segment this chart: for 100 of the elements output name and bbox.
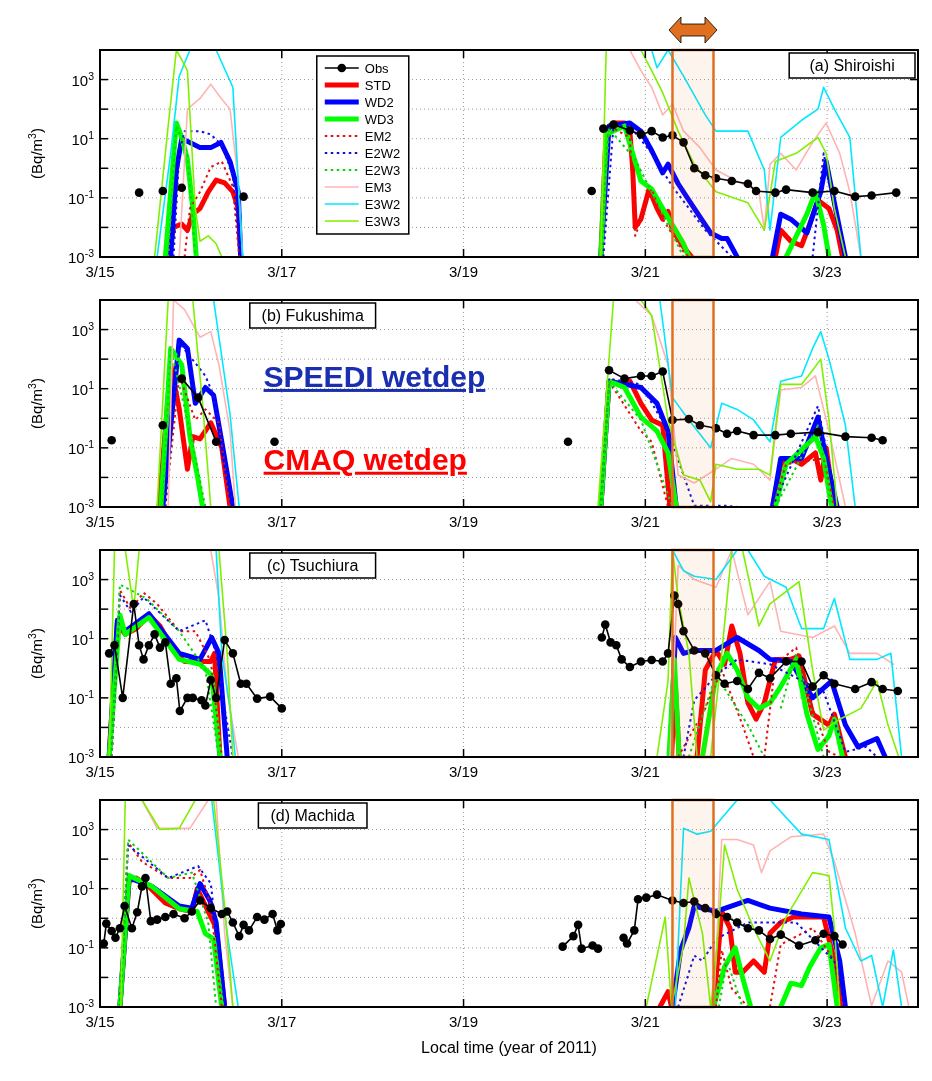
y-tick-label: 10$^{-3}$ <box>67 497 95 516</box>
point <box>577 944 586 953</box>
point <box>711 173 721 183</box>
point <box>177 374 187 383</box>
y-tick-label: 10$^{-1}$ <box>67 187 95 207</box>
point <box>107 436 116 445</box>
point <box>244 926 254 935</box>
point <box>841 432 850 441</box>
point <box>878 436 887 445</box>
point <box>609 120 618 129</box>
point <box>636 657 646 666</box>
point <box>569 931 578 941</box>
point <box>180 913 189 923</box>
y-tick-label: 10$^{-1}$ <box>67 937 95 957</box>
point <box>679 138 688 147</box>
chart-title: (b) Fukushima <box>261 307 364 324</box>
point <box>776 930 786 939</box>
point <box>265 692 275 701</box>
x-tick-label: 3/17 <box>267 513 297 530</box>
point <box>658 657 667 666</box>
x-tick-label: 3/23 <box>812 1013 842 1030</box>
point <box>701 903 710 913</box>
point <box>172 673 181 683</box>
point <box>732 676 742 686</box>
point <box>597 633 607 642</box>
point <box>111 933 120 943</box>
point <box>102 919 111 928</box>
point <box>139 655 148 664</box>
legend-label: Obs <box>364 61 390 76</box>
point <box>600 620 610 629</box>
point <box>893 686 903 696</box>
x-tick-label: 3/21 <box>630 763 660 780</box>
point <box>668 896 677 905</box>
point <box>273 926 282 935</box>
y-tick-label: 10$^{1}$ <box>71 378 95 398</box>
point <box>134 188 144 197</box>
legend-label: E2W3 <box>364 163 401 178</box>
point <box>867 191 876 200</box>
point <box>636 130 646 139</box>
legend-label: EM3 <box>364 180 392 195</box>
point <box>701 649 710 658</box>
point <box>878 684 887 694</box>
point <box>166 679 175 689</box>
point <box>242 679 251 689</box>
point <box>819 929 828 939</box>
point <box>228 918 238 927</box>
point <box>617 655 626 664</box>
y-tick-label: 10$^{-3}$ <box>67 247 95 266</box>
point <box>749 430 758 440</box>
point <box>169 909 178 919</box>
point <box>727 176 737 186</box>
y-tick-label: 10$^{1}$ <box>71 878 95 898</box>
point <box>260 915 269 924</box>
point <box>647 655 656 665</box>
point <box>622 939 632 948</box>
point <box>689 163 699 173</box>
point <box>722 429 732 439</box>
point <box>193 393 203 402</box>
legend-label: E2W2 <box>364 146 401 161</box>
point <box>206 675 216 685</box>
point <box>743 179 753 189</box>
chart-title: (d) Machida <box>270 807 356 824</box>
y-tick-label: 10$^{3}$ <box>71 819 95 839</box>
y-tick-label: 10$^{1}$ <box>71 128 95 148</box>
point <box>587 186 596 196</box>
point <box>711 909 721 919</box>
x-tick-label: 3/23 <box>812 263 842 280</box>
x-tick-label: 3/19 <box>448 263 479 280</box>
point <box>158 420 168 430</box>
point <box>670 591 679 600</box>
point <box>563 437 573 447</box>
x-tick-label: 3/15 <box>85 763 115 780</box>
point <box>277 704 287 713</box>
legend-label: E3W2 <box>364 197 401 212</box>
point <box>701 170 710 180</box>
point <box>652 890 662 899</box>
x-tick-label: 3/21 <box>630 513 660 530</box>
point <box>732 426 742 436</box>
y-tick-label: 10$^{3}$ <box>71 569 95 589</box>
point <box>158 186 168 196</box>
point <box>633 894 643 904</box>
x-tick-label: 3/21 <box>630 1013 660 1030</box>
point <box>177 183 187 193</box>
point <box>838 940 847 949</box>
point <box>830 186 839 196</box>
point <box>155 643 165 652</box>
point <box>573 920 583 930</box>
point <box>689 897 699 906</box>
point <box>239 192 248 201</box>
y-tick-label: 10$^{3}$ <box>71 69 95 89</box>
y-tick-label: 10$^{-1}$ <box>67 687 95 707</box>
point <box>141 873 150 883</box>
point <box>161 912 170 922</box>
point <box>104 649 114 658</box>
point <box>211 693 221 703</box>
y-tick-label: 10$^{-3}$ <box>67 747 95 766</box>
point <box>175 706 185 716</box>
point <box>679 626 688 636</box>
point <box>252 912 262 922</box>
point <box>120 901 129 911</box>
